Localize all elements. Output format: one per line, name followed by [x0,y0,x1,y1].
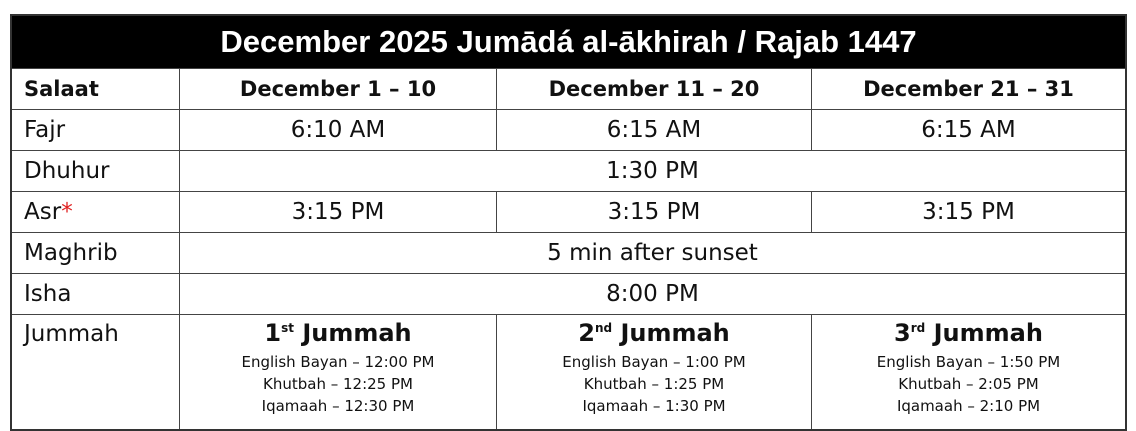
time-cell: 6:15 AM [811,110,1125,150]
time-cell: 6:15 AM [496,110,811,150]
time-cell: 3:15 PM [811,192,1125,232]
ordinal-suffix: rd [910,321,926,335]
header-range-2: December 11 – 20 [496,69,811,109]
row-maghrib: Maghrib 5 min after sunset [12,232,1125,273]
iqamaah-time: Iqamaah – 1:30 PM [582,397,726,415]
row-asr: Asr * 3:15 PM 3:15 PM 3:15 PM [12,191,1125,232]
header-range-1: December 1 – 10 [179,69,496,109]
jummah-session-1: 1st Jummah English Bayan – 12:00 PM Khut… [179,315,496,429]
time-cell: 1:30 PM [179,151,1125,191]
row-fajr: Fajr 6:10 AM 6:15 AM 6:15 AM [12,109,1125,150]
ordinal-suffix: st [281,321,294,335]
ordinal-suffix: nd [594,321,613,335]
khutbah-time: Khutbah – 1:25 PM [583,375,725,393]
prayer-name: Maghrib [24,240,118,266]
jummah-label: Jummah [302,319,412,347]
jummah-number: 3 [894,319,911,347]
jummah-title: 1st Jummah [264,319,411,347]
prayer-schedule-table: December 2025 Jumādá al-ākhirah / Rajab … [10,14,1127,431]
time-cell: 5 min after sunset [179,233,1125,273]
row-isha: Isha 8:00 PM [12,273,1125,314]
jummah-number: 1 [264,319,282,347]
jummah-title: 2nd Jummah [578,319,730,347]
asterisk-note: * [61,199,73,225]
time-cell: 3:15 PM [496,192,811,232]
prayer-name: Asr * [12,192,179,232]
time-cell: 6:10 AM [179,110,496,150]
jummah-label: Jummah [933,319,1043,347]
header-salaat: Salaat [24,77,99,101]
jummah-session-2: 2nd Jummah English Bayan – 1:00 PM Khutb… [496,315,811,429]
bayan-time: English Bayan – 1:00 PM [562,353,746,371]
jummah-session-3: 3rd Jummah English Bayan – 1:50 PM Khutb… [811,315,1125,429]
prayer-name: Isha [24,281,72,307]
prayer-name-text: Asr [24,199,62,225]
bayan-time: English Bayan – 1:50 PM [876,353,1061,371]
iqamaah-time: Iqamaah – 12:30 PM [261,397,415,415]
time-cell: 3:15 PM [179,192,496,232]
prayer-name: Fajr [24,117,66,143]
header-row: Salaat December 1 – 10 December 11 – 20 … [12,68,1125,109]
jummah-title: 3rd Jummah [894,319,1043,347]
prayer-name: Dhuhur [24,158,110,184]
header-range-3: December 21 – 31 [811,69,1125,109]
time-cell: 8:00 PM [179,274,1125,314]
jummah-number: 2 [578,319,595,347]
bayan-time: English Bayan – 12:00 PM [241,353,435,371]
khutbah-time: Khutbah – 2:05 PM [898,375,1039,393]
prayer-name: Jummah [24,321,119,347]
row-dhuhur: Dhuhur 1:30 PM [12,150,1125,191]
jummah-label: Jummah [620,319,730,347]
iqamaah-time: Iqamaah – 2:10 PM [896,397,1041,415]
table-title: December 2025 Jumādá al-ākhirah / Rajab … [12,16,1125,68]
khutbah-time: Khutbah – 12:25 PM [263,375,413,393]
row-jummah: Jummah 1st Jummah English Bayan – 12:00 … [12,314,1125,429]
